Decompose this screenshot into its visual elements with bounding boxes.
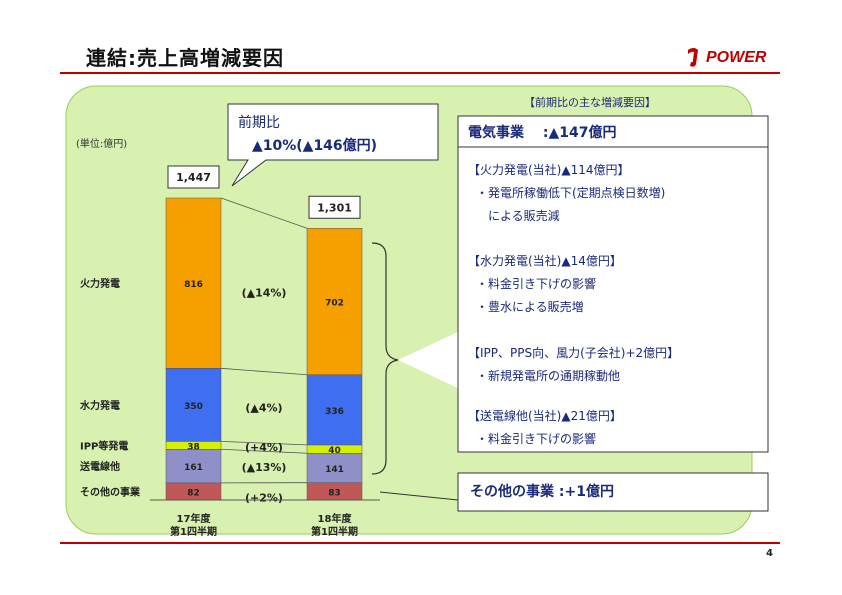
- total-label-box: [308, 195, 361, 219]
- bar-value-label: 38: [187, 442, 200, 452]
- other-pointer-line: [379, 491, 459, 501]
- series-label: 水力発電: [79, 399, 120, 412]
- change-label: (▲4%): [245, 401, 282, 414]
- factor-detail: による販売減: [476, 208, 560, 223]
- factor-detail: ・料金引き下げの影響: [476, 276, 596, 291]
- page-number: 4: [766, 548, 773, 559]
- bar-segment: [306, 228, 363, 376]
- bar-value-label: 141: [325, 465, 344, 475]
- electric-heading: 電気事業 :▲147億円: [468, 124, 616, 141]
- bar-value-label: 83: [328, 488, 341, 498]
- factor-heading: 【送電線他(当社)▲21億円】: [468, 408, 622, 423]
- bar-segment: [165, 449, 222, 484]
- logo-wordmark: POWER: [706, 49, 767, 66]
- total-label: 1,301: [317, 201, 352, 214]
- category-label: 17年度: [177, 512, 212, 525]
- bar-segment: [165, 197, 222, 369]
- category-label: 18年度: [318, 512, 353, 525]
- title-divider: [60, 72, 780, 74]
- factor-heading: 【IPP、PPS向、風力(子会社)+2億円】: [468, 345, 679, 360]
- jpower-logo: POWER: [688, 48, 767, 67]
- stacked-bars: 82161383508161,44717年度第1四半期8314140336702…: [79, 165, 380, 538]
- factors-header: 【前期比の主な増減要因】: [524, 95, 656, 109]
- segment-connector: [220, 367, 308, 376]
- change-label: (▲13%): [242, 461, 287, 474]
- segment-connector: [220, 440, 308, 446]
- category-label: 第1四半期: [170, 525, 217, 538]
- change-label: (+4%): [245, 441, 283, 454]
- bar-value-label: 161: [184, 463, 203, 473]
- category-label: 第1四半期: [311, 525, 358, 538]
- factors-box: [457, 115, 769, 453]
- bar-segment: [306, 374, 363, 446]
- page-title: 連結:売上高増減要因: [86, 46, 284, 70]
- factor-heading: 【水力発電(当社)▲14億円】: [468, 253, 622, 268]
- yoy-callout-line2: ▲10%(▲146億円): [252, 137, 377, 154]
- yoy-callout-line1: 前期比: [238, 114, 280, 131]
- series-label: IPP等発電: [80, 439, 128, 452]
- electric-callout-pointer: [398, 330, 462, 390]
- bar-segment: [165, 368, 222, 442]
- total-label-box: [167, 165, 220, 189]
- series-label: 送電線他: [79, 460, 120, 473]
- factor-detail: ・新規発電所の通期稼動他: [476, 368, 620, 383]
- footer-divider: [60, 542, 780, 544]
- segment-connector: [220, 197, 308, 229]
- bar-value-label: 350: [184, 402, 203, 412]
- other-business-text: その他の事業 :+1億円: [470, 483, 614, 500]
- factor-detail: ・発電所稼働低下(定期点検日数増): [476, 185, 665, 200]
- factor-detail: ・豊水による販売増: [476, 299, 584, 314]
- other-business-box: [457, 472, 769, 512]
- change-label: (+2%): [245, 491, 283, 504]
- total-label: 1,447: [176, 171, 211, 184]
- yoy-callout-box: [227, 103, 439, 187]
- logo-mark: [688, 48, 698, 67]
- bar-value-label: 336: [325, 407, 344, 417]
- series-label: 火力発電: [80, 277, 120, 290]
- bar-value-label: 40: [328, 446, 341, 456]
- bar-value-label: 82: [187, 488, 200, 498]
- bar-value-label: 702: [325, 299, 344, 309]
- change-label: (▲14%): [242, 286, 287, 299]
- segment-connector: [220, 448, 308, 454]
- factor-heading: 【火力発電(当社)▲114億円】: [468, 162, 630, 177]
- series-label: その他の事業: [80, 485, 141, 498]
- factor-detail: ・料金引き下げの影響: [476, 431, 596, 446]
- bar-value-label: 816: [184, 280, 203, 290]
- factor-list: 【火力発電(当社)▲114億円】・発電所稼働低下(定期点検日数増) による販売減…: [468, 162, 679, 446]
- unit-label: (単位:億円): [76, 137, 127, 150]
